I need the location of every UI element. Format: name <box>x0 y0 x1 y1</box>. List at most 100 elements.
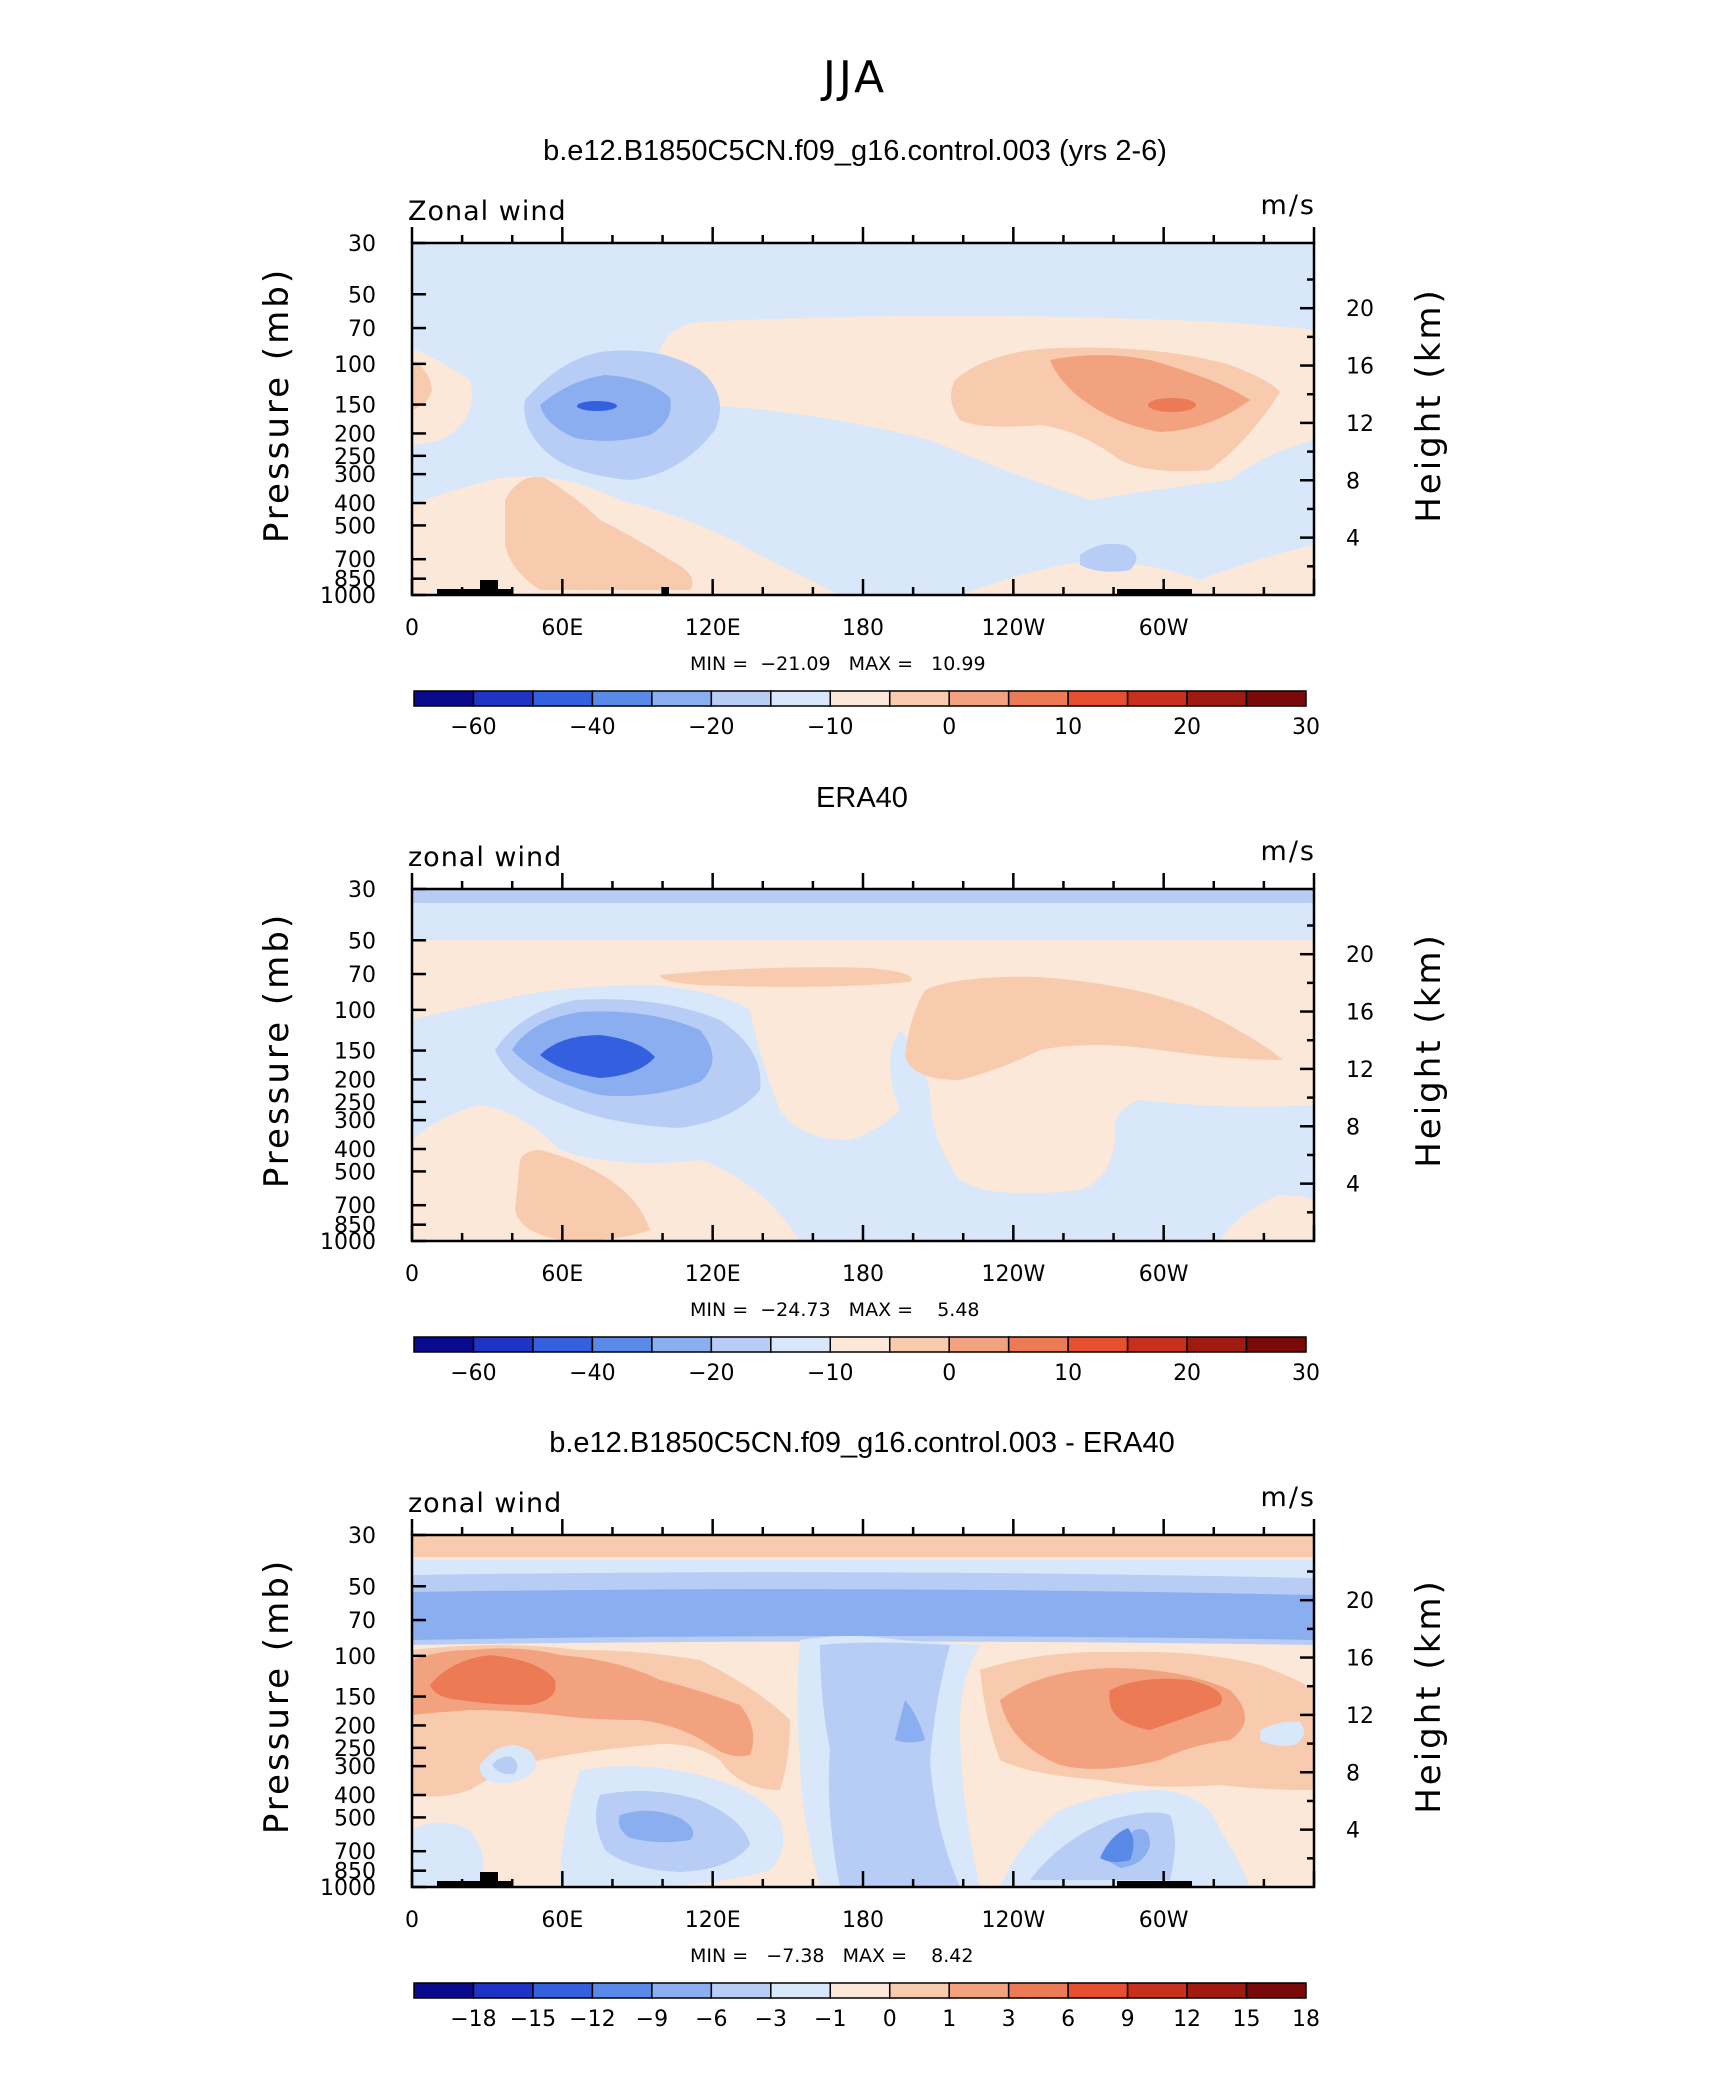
colorbar-label: 20 <box>1173 1361 1201 1386</box>
contour-field <box>412 1535 1314 1887</box>
colorbar-label: 30 <box>1292 715 1320 740</box>
y-tick-label: 70 <box>348 1609 376 1634</box>
contour-neg6-band <box>412 1589 1314 1640</box>
contour-neg-far-west <box>412 1822 484 1887</box>
y-tick-label: 300 <box>334 1109 376 1134</box>
contour-field <box>412 889 1314 1241</box>
contour-neg20 <box>577 401 617 411</box>
y-tick-label: 700 <box>334 1840 376 1865</box>
variable-label: Zonal wind <box>408 196 567 227</box>
colorbar-box <box>710 1336 772 1353</box>
colorbar-box <box>591 690 653 707</box>
y-right-tick-label: 20 <box>1346 297 1374 322</box>
contour-neg5-top <box>412 889 1314 903</box>
colorbar-label: −9 <box>636 2007 668 2032</box>
units-label: m/s <box>1261 1482 1316 1513</box>
colorbar-box <box>1007 690 1069 707</box>
y-tick-label: 250 <box>334 1737 376 1762</box>
contour-positive-lower <box>412 1105 800 1241</box>
x-tick-label: 120W <box>981 1908 1045 1933</box>
x-tick-label: 120E <box>685 1262 741 1287</box>
y-right-tick-label: 20 <box>1346 943 1374 968</box>
y-tick-label: 200 <box>334 422 376 447</box>
contour-5-stripe <box>660 967 912 987</box>
colorbar-labels: −60 −40 −20 −10 0 10 20 30 <box>450 1361 1320 1386</box>
y-ticks <box>412 1533 1314 1889</box>
land-mask <box>437 1872 1192 1887</box>
min-max-stats: MIN = −21.09 MAX = 10.99 <box>690 653 986 675</box>
colorbar-box <box>1245 1336 1307 1353</box>
y-right-tick-labels: 20 16 12 8 4 <box>1346 943 1374 1197</box>
x-ticks <box>410 1519 1316 1887</box>
colorbar-label: 18 <box>1292 2007 1320 2032</box>
colorbar-box <box>888 690 950 707</box>
x-tick-label: 60W <box>1139 1262 1189 1287</box>
contour-field <box>412 243 1314 595</box>
y-tick-label: 700 <box>334 548 376 573</box>
y-right-tick-label: 16 <box>1346 1001 1374 1026</box>
contour-neg3-bubble <box>492 1756 518 1775</box>
y-tick-label: 150 <box>334 1686 376 1711</box>
colorbar-label: −60 <box>450 715 496 740</box>
colorbar-box <box>888 1982 950 1999</box>
x-tick-labels: 0 60E 120E 180 120W 60W <box>405 1262 1189 1287</box>
colorbar-label: 10 <box>1054 1361 1082 1386</box>
colorbar-box <box>651 690 713 707</box>
x-tick-labels: 0 60E 120E 180 120W 60W <box>405 1908 1189 1933</box>
y-tick-label: 200 <box>334 1068 376 1093</box>
x-tick-label: 180 <box>842 1262 884 1287</box>
contour-pos6-east <box>1109 1678 1222 1730</box>
colorbar-box <box>1245 690 1307 707</box>
colorbar-label: 10 <box>1054 715 1082 740</box>
colorbar-label: −60 <box>450 1361 496 1386</box>
y-tick-label: 400 <box>334 1138 376 1163</box>
y-tick-label: 50 <box>348 1575 376 1600</box>
colorbar-label: −10 <box>807 1361 853 1386</box>
colorbar-box <box>770 1336 832 1353</box>
y-right-axis-label: Height (km) <box>1409 1578 1449 1814</box>
y-right-tick-label: 16 <box>1346 355 1374 380</box>
colorbar-box <box>829 1982 891 1999</box>
x-tick-label: 60W <box>1139 1908 1189 1933</box>
colorbar-box <box>1126 1982 1188 1999</box>
colorbar <box>413 1336 1307 1353</box>
x-tick-label: 180 <box>842 616 884 641</box>
colorbar-box <box>1186 690 1248 707</box>
y-right-tick-label: 8 <box>1346 1115 1360 1140</box>
season-title: JJA <box>820 52 887 103</box>
y-right-tick-label: 8 <box>1346 469 1360 494</box>
colorbar-box <box>948 1336 1010 1353</box>
y-tick-label: 850 <box>334 1860 376 1885</box>
y-tick-label: 850 <box>334 568 376 593</box>
colorbar-box <box>413 1336 475 1353</box>
contour-5-lower <box>515 1150 650 1241</box>
panel-3: b.e12.B1850C5CN.f09_g16.control.003 - ER… <box>257 1427 1449 2032</box>
y-tick-label: 1000 <box>320 1876 376 1901</box>
y-tick-label: 500 <box>334 1160 376 1185</box>
y-axis-label: Pressure (mb) <box>257 1558 297 1834</box>
contour-positive-upper-left <box>412 348 472 445</box>
y-axis-label: Pressure (mb) <box>257 912 297 1188</box>
colorbar-label: 12 <box>1173 2007 1201 2032</box>
panel-title: b.e12.B1850C5CN.f09_g16.control.003 (yrs… <box>543 135 1167 167</box>
y-tick-label: 70 <box>348 963 376 988</box>
y-right-tick-label: 12 <box>1346 412 1374 437</box>
colorbar-box <box>948 1982 1010 1999</box>
y-axis-label: Pressure (mb) <box>257 267 297 543</box>
colorbar-label: −6 <box>695 2007 727 2032</box>
contour-positive-lower-right <box>1220 1195 1314 1241</box>
contour-5-lower <box>505 476 693 590</box>
y-tick-label: 400 <box>334 492 376 517</box>
colorbar-box <box>472 690 534 707</box>
y-tick-label: 500 <box>334 1806 376 1831</box>
colorbar-label: 0 <box>942 1361 956 1386</box>
y-tick-label: 250 <box>334 445 376 470</box>
panel-1: b.e12.B1850C5CN.f09_g16.control.003 (yrs… <box>257 135 1449 740</box>
colorbar-label: −10 <box>807 715 853 740</box>
colorbar-box <box>710 690 772 707</box>
y-tick-label: 300 <box>334 1755 376 1780</box>
colorbar-label: 1 <box>942 2007 956 2032</box>
y-tick-label: 150 <box>334 1040 376 1065</box>
min-max-stats: MIN = −24.73 MAX = 5.48 <box>690 1299 980 1321</box>
